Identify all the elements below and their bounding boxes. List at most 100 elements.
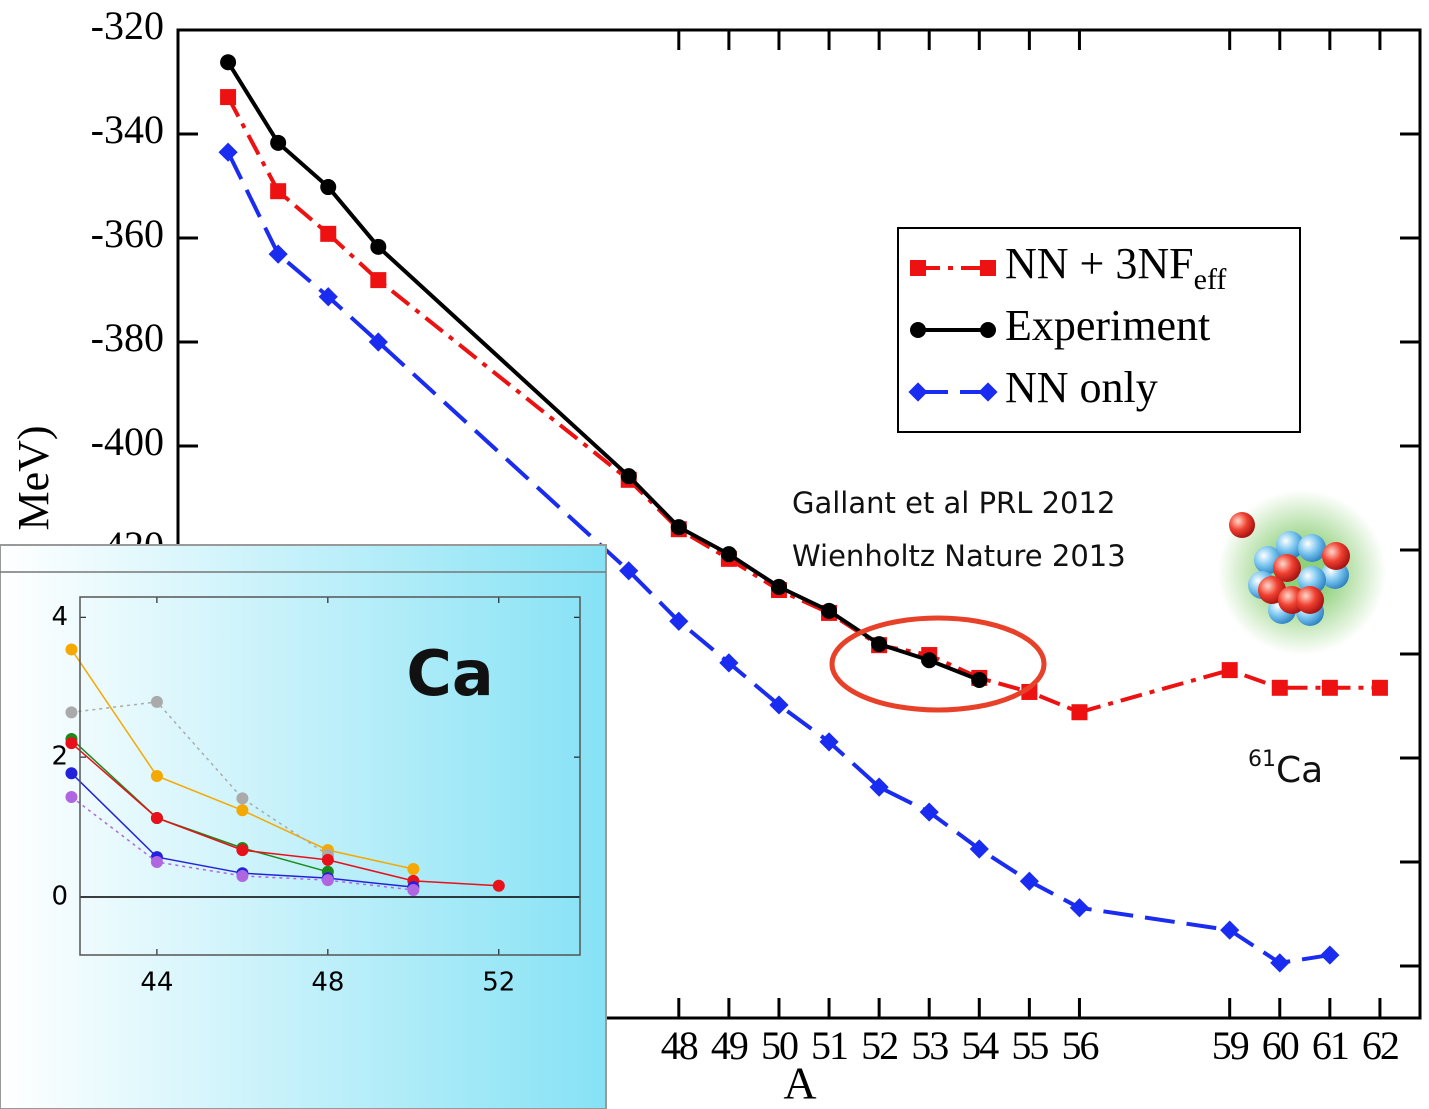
y-tick-label: 2 <box>51 742 68 772</box>
marker <box>236 792 249 805</box>
marker <box>320 179 337 196</box>
marker <box>769 695 789 715</box>
marker <box>220 89 237 106</box>
x-tick-label: 50 <box>761 1023 798 1068</box>
marker <box>236 869 249 882</box>
series-line <box>226 61 981 682</box>
series-line <box>71 701 329 856</box>
marker <box>65 767 78 780</box>
nucleon <box>1276 531 1304 559</box>
marker <box>1221 662 1238 679</box>
legend-name: Experiment <box>1005 301 1210 350</box>
legend-label: Experiment <box>1005 301 1210 350</box>
highlight-ellipse <box>829 615 1047 713</box>
x-tick-label: 51 <box>811 1023 847 1068</box>
x-tick-label: 52 <box>482 968 515 998</box>
nucleon <box>1273 554 1301 582</box>
marker <box>619 561 639 581</box>
nucleon <box>1322 542 1350 570</box>
marker <box>270 134 287 151</box>
marker <box>971 672 988 688</box>
inset-background <box>0 544 607 1109</box>
marker <box>370 272 387 289</box>
marker <box>236 804 249 817</box>
plot-frame <box>176 28 1422 1020</box>
x-tick-label: 55 <box>1011 1023 1048 1068</box>
legend-name: NN only <box>1005 363 1158 412</box>
legend-marker <box>910 260 926 276</box>
legend-marker <box>980 322 996 338</box>
x-tick-label: 62 <box>1362 1023 1398 1068</box>
x-axis-label: A <box>783 1058 816 1109</box>
marker <box>1271 679 1288 696</box>
x-tick-label: 48 <box>311 968 344 998</box>
marker <box>318 287 338 307</box>
series-line <box>70 742 499 887</box>
x-tick-label: 52 <box>861 1023 897 1068</box>
legend-marker <box>980 260 996 276</box>
y-tick-label: -400 <box>91 419 164 464</box>
isotope-label: 61Ca <box>1248 747 1323 791</box>
x-tick-label: 49 <box>711 1023 748 1068</box>
marker <box>320 225 337 242</box>
x-tick-label: 61 <box>1312 1023 1348 1068</box>
marker <box>871 636 888 653</box>
marker <box>819 732 839 752</box>
marker <box>969 839 989 859</box>
marker <box>919 802 939 822</box>
x-tick-label: 56 <box>1061 1023 1098 1068</box>
marker <box>150 770 163 782</box>
marker <box>150 695 163 708</box>
marker <box>65 643 78 656</box>
marker <box>1071 704 1088 721</box>
x-tick-label: 48 <box>661 1023 698 1068</box>
marker <box>370 238 387 255</box>
marker <box>1320 945 1340 965</box>
y-tick-label: -380 <box>91 315 164 360</box>
legend-marker <box>910 322 926 338</box>
legend-marker <box>908 382 928 402</box>
legend-name: NN + 3NF <box>1005 239 1194 288</box>
marker <box>720 546 737 563</box>
marker <box>1321 679 1338 696</box>
plot-frame <box>79 596 581 956</box>
isotope-symbol: Ca <box>1276 750 1323 791</box>
series-line <box>70 796 414 891</box>
marker <box>770 578 787 595</box>
marker <box>220 54 237 71</box>
isotope-mass: 61 <box>1248 747 1276 772</box>
marker <box>268 244 288 264</box>
marker <box>407 883 420 896</box>
marker <box>65 790 78 803</box>
x-tick-label: 54 <box>961 1023 999 1068</box>
marker <box>1069 898 1090 918</box>
legend-subscript: eff <box>1194 263 1227 296</box>
plot-area <box>65 643 505 896</box>
x-tick-label: 59 <box>1212 1023 1249 1068</box>
marker <box>821 602 838 619</box>
legend-label: NN + 3NFeff <box>1005 239 1226 296</box>
chart-title: Ca <box>406 637 493 710</box>
marker <box>150 856 163 869</box>
legend: NN + 3NFeff Experiment NN only <box>897 227 1301 433</box>
marker <box>270 183 287 200</box>
marker <box>1220 920 1240 940</box>
marker <box>65 737 78 750</box>
series-line <box>70 738 329 873</box>
annotation: Gallant et al PRL 2012 <box>792 486 1115 520</box>
marker <box>1019 871 1039 891</box>
marker <box>921 652 938 669</box>
marker <box>669 611 689 631</box>
plot-area <box>218 54 1388 973</box>
marker <box>492 879 505 892</box>
annotation: Wienholtz Nature 2013 <box>792 539 1126 573</box>
nucleon <box>1296 586 1324 614</box>
y-tick-label: 4 <box>51 602 68 632</box>
marker <box>869 777 889 797</box>
y-tick-label: -340 <box>91 107 164 152</box>
marker <box>407 862 420 875</box>
